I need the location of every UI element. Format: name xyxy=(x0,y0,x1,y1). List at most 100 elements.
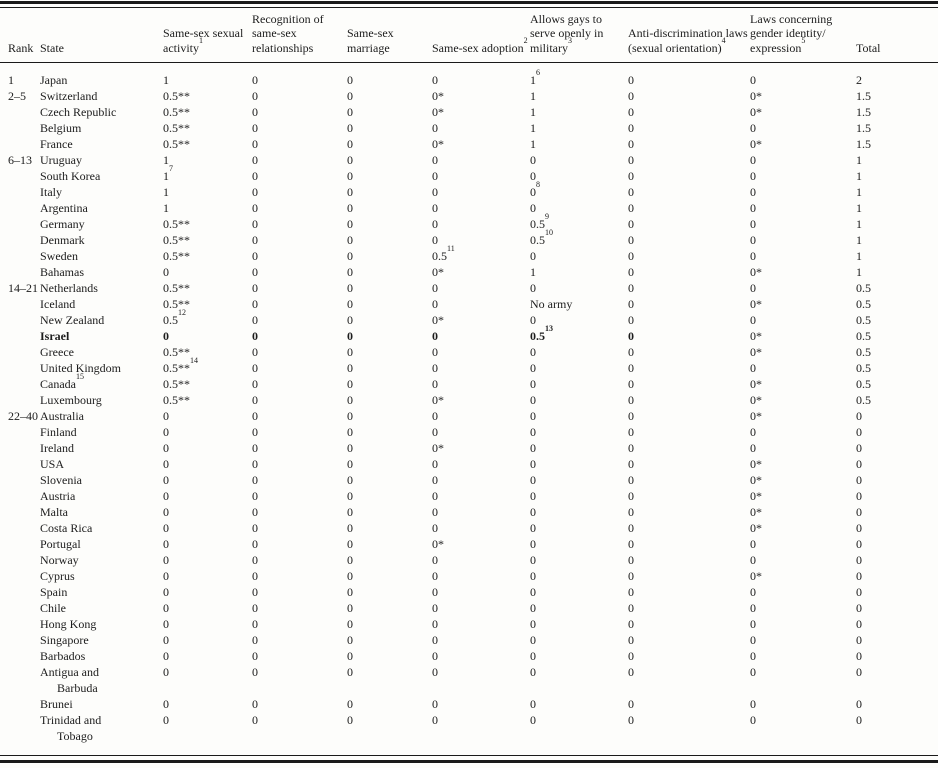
rank-cell xyxy=(0,648,40,664)
value-cell: 0.5 xyxy=(856,281,871,295)
value-cell: 0 xyxy=(163,505,169,519)
value-cell: 0 xyxy=(432,329,438,343)
value-cell: 0 xyxy=(252,89,258,103)
value-cell: 0 xyxy=(432,281,438,295)
value-cell: 0 xyxy=(163,585,169,599)
value-cell: 0 xyxy=(432,585,438,599)
value-cell: 0 xyxy=(163,521,169,535)
value-cell: 0 xyxy=(628,697,634,711)
value-cell: 0 xyxy=(347,105,353,119)
value-cell: 0 xyxy=(628,713,634,727)
value-cell: 0 xyxy=(252,697,258,711)
rank-cell xyxy=(0,328,40,344)
value-cell: 0 xyxy=(530,441,536,455)
rank-cell xyxy=(0,104,40,120)
header-cell: Laws concerning gender identity/ express… xyxy=(750,7,856,63)
value-cell: 1 xyxy=(856,201,862,215)
value-cell: 0 xyxy=(750,553,756,567)
header-cell: State xyxy=(40,7,163,63)
value-cell: 0 xyxy=(750,617,756,631)
value-cell: 0 xyxy=(530,281,536,295)
value-cell: 0 xyxy=(628,409,634,423)
value-cell: 0 xyxy=(252,617,258,631)
value-cell: 0.5** xyxy=(163,249,190,263)
value-cell: 0 xyxy=(750,361,756,375)
rank-cell xyxy=(0,584,40,600)
table-row: Argentina 1 0 0 0 0 0 0 1 xyxy=(0,200,938,216)
value-cell: 0 xyxy=(347,713,353,727)
value-cell: 0* xyxy=(432,537,444,551)
table-header: Rank State Same-sex sexual activity1 Recogn… xyxy=(0,7,938,63)
state-cell: Malta xyxy=(40,505,68,519)
value-cell: 0 xyxy=(628,633,634,647)
top-rule-outer xyxy=(0,1,938,4)
value-cell: 0 xyxy=(432,233,438,247)
value-cell: 0 xyxy=(252,377,258,391)
value-cell: 0 xyxy=(628,265,634,279)
value-cell: 0 xyxy=(750,649,756,663)
value-cell: 0* xyxy=(432,105,444,119)
value-cell: 0.5 xyxy=(856,393,871,407)
state-cell: Hong Kong xyxy=(40,617,97,631)
state-cell: USA xyxy=(40,457,65,471)
value-cell: 0 xyxy=(530,201,536,215)
value-cell: 0 xyxy=(252,713,258,727)
value-cell: 0 xyxy=(432,489,438,503)
value-cell: 0 xyxy=(628,217,634,231)
value-cell: 0 xyxy=(628,121,634,135)
value-cell: 0* xyxy=(750,329,762,343)
rank-cell xyxy=(0,616,40,632)
value-cell: 0* xyxy=(750,377,762,391)
value-cell: 0 xyxy=(628,393,634,407)
value-cell: 0 xyxy=(856,409,862,423)
rank-cell xyxy=(0,600,40,616)
value-cell: 0 xyxy=(432,649,438,663)
value-cell: 0 xyxy=(628,425,634,439)
table-row: Iceland 0.5** 0 0 0 No army 0 0* 0.5 xyxy=(0,296,938,312)
value-cell: 0 xyxy=(347,377,353,391)
value-cell: 0 xyxy=(750,425,756,439)
value-cell: 0 xyxy=(530,649,536,663)
value-cell: 0* xyxy=(750,409,762,423)
rank-cell xyxy=(0,264,40,280)
value-cell: 0 xyxy=(530,537,536,551)
value-cell: 0* xyxy=(750,505,762,519)
table-row: South Korea 17 0 0 0 0 0 0 1 xyxy=(0,165,938,184)
value-cell: 0.59 xyxy=(530,212,549,232)
value-cell: 0 xyxy=(530,393,536,407)
header-cell: Allows gays to serve openly in military3 xyxy=(530,7,628,63)
value-cell: 0 xyxy=(530,505,536,519)
state-cell: Costa Rica xyxy=(40,521,93,535)
value-cell: 1 xyxy=(856,233,862,247)
value-cell: 0 xyxy=(432,713,438,727)
value-cell: 1 xyxy=(163,185,169,199)
value-cell: 0 xyxy=(750,249,756,263)
table-row: 14–21 Netherlands 0.5** 0 0 0 0 0 0 0.5 xyxy=(0,280,938,296)
value-cell: 0 xyxy=(347,521,353,535)
value-cell: 0.5** xyxy=(163,345,190,359)
state-cell: Bahamas xyxy=(40,265,84,279)
value-cell: 0 xyxy=(628,601,634,615)
state-cell: Uruguay xyxy=(40,153,82,167)
value-cell: 0 xyxy=(628,473,634,487)
table-row: Belgium 0.5** 0 0 0 1 0 0 1.5 xyxy=(0,120,938,136)
value-cell: 0 xyxy=(432,169,438,183)
value-cell: 0 xyxy=(252,489,258,503)
table-row: Greece 0.5** 0 0 0 0 0 0* 0.5 xyxy=(0,344,938,360)
value-cell: 0 xyxy=(750,601,756,615)
table-row: Denmark 0.5** 0 0 0 0.510 0 0 1 xyxy=(0,229,938,248)
value-cell: 0 xyxy=(628,281,634,295)
value-cell: 0 xyxy=(252,441,258,455)
value-cell: 1.5 xyxy=(856,137,871,151)
value-cell: 0* xyxy=(750,473,762,487)
state-cell: Luxembourg xyxy=(40,393,102,407)
value-cell: 0 xyxy=(252,569,258,583)
table-row: Norway 0 0 0 0 0 0 0 0 xyxy=(0,552,938,568)
bottom-rule-inner xyxy=(0,755,938,756)
value-cell: 1 xyxy=(530,137,536,151)
value-cell: 0 xyxy=(347,585,353,599)
rank-cell xyxy=(0,120,40,136)
value-cell: 0 xyxy=(252,217,258,231)
value-cell: 0.5 xyxy=(856,297,871,311)
value-cell: 0 xyxy=(347,169,353,183)
